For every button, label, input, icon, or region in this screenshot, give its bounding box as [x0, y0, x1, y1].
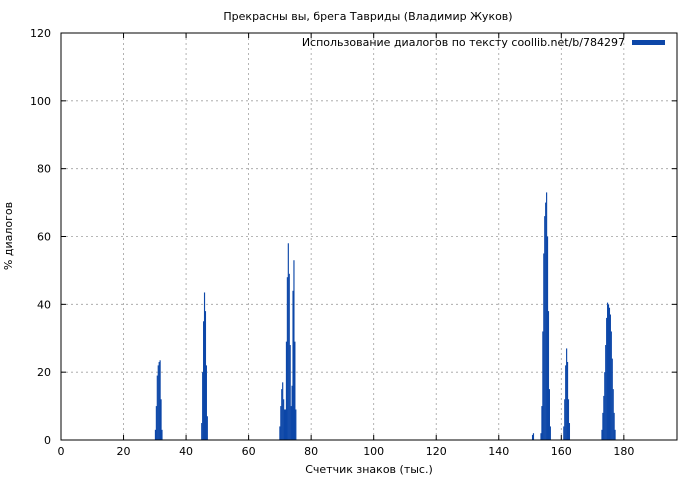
bar	[158, 361, 160, 440]
bar	[202, 372, 204, 440]
bar	[154, 429, 157, 440]
x-tick-label: 120	[426, 445, 447, 458]
x-tick-label: 20	[117, 445, 131, 458]
x-tick-label: 140	[488, 445, 509, 458]
y-tick-label: 40	[37, 298, 51, 311]
bar	[607, 302, 609, 440]
legend-swatch	[632, 40, 665, 45]
x-tick-label: 180	[613, 445, 634, 458]
bar	[284, 409, 287, 440]
bar	[282, 382, 284, 440]
y-tick-label: 100	[30, 95, 51, 108]
bar	[606, 317, 608, 440]
bar	[157, 365, 159, 440]
bar	[541, 406, 543, 440]
bar	[542, 331, 544, 440]
bar	[155, 406, 157, 440]
plot-frame	[60, 32, 678, 441]
bar	[279, 426, 281, 440]
bar	[568, 423, 571, 440]
bar	[531, 434, 534, 440]
bar	[544, 216, 546, 440]
bar	[549, 426, 551, 440]
bar	[609, 314, 611, 440]
x-tick-label: 160	[551, 445, 572, 458]
bar	[607, 304, 610, 440]
bar	[602, 412, 604, 440]
bar	[563, 426, 565, 440]
bar	[614, 429, 616, 440]
bar	[564, 399, 566, 440]
bar	[284, 409, 286, 440]
bar	[287, 243, 289, 440]
bar	[161, 429, 163, 440]
bar	[295, 409, 297, 440]
y-tick-label: 120	[30, 27, 51, 40]
bar	[543, 253, 545, 440]
bar	[203, 321, 205, 440]
x-tick-label: 0	[58, 445, 65, 458]
bar	[204, 311, 207, 440]
grid	[61, 33, 677, 440]
bars	[154, 192, 616, 441]
bar	[289, 345, 291, 440]
bar	[566, 348, 568, 440]
bar	[603, 395, 605, 440]
bar	[159, 360, 161, 440]
bar	[547, 311, 550, 440]
y-tick-label: 60	[37, 231, 51, 244]
bar	[566, 361, 569, 440]
bar	[532, 433, 535, 440]
x-tick-label: 60	[242, 445, 256, 458]
bar	[292, 290, 294, 440]
bar	[206, 416, 208, 440]
y-axis: 0 20 40 60 80 100 120	[30, 27, 677, 447]
bar	[613, 412, 615, 440]
y-tick-label: 80	[37, 163, 51, 176]
chart-title: Прекрасны вы, брега Тавриды (Владимир Жу…	[223, 10, 512, 23]
bar	[286, 277, 288, 440]
x-axis-label: Счетчик знаков (тыс.)	[305, 463, 433, 476]
x-tick-label: 100	[363, 445, 384, 458]
bar	[611, 358, 613, 440]
bar	[605, 345, 607, 440]
bar	[610, 331, 612, 440]
legend: Использование диалогов по тексту coollib…	[302, 36, 665, 49]
bar	[294, 341, 296, 440]
y-tick-label: 20	[37, 366, 51, 379]
bar	[567, 399, 570, 440]
bar	[205, 365, 207, 440]
bar	[546, 192, 548, 440]
legend-label: Использование диалогов по тексту coollib…	[302, 36, 625, 49]
bar	[283, 399, 285, 440]
bar	[546, 236, 549, 440]
bar	[604, 372, 606, 440]
x-axis: 0 20 40 60 80 100 120 140 160 180	[58, 33, 634, 458]
bar	[201, 423, 203, 440]
x-tick-label: 80	[304, 445, 318, 458]
bar	[291, 385, 293, 440]
bar	[288, 273, 290, 440]
bar	[160, 399, 162, 440]
y-tick-label: 0	[44, 434, 51, 447]
bar	[601, 429, 603, 440]
bar	[540, 433, 542, 440]
bar	[281, 389, 283, 441]
bar	[548, 389, 550, 441]
bar	[612, 389, 614, 441]
bar	[565, 365, 567, 440]
bar	[293, 260, 295, 440]
y-axis-label: % диалогов	[2, 202, 15, 270]
bar	[290, 406, 292, 440]
x-tick-label: 40	[179, 445, 193, 458]
bar	[285, 341, 288, 440]
bar	[545, 202, 547, 440]
bar	[280, 406, 282, 440]
bar	[203, 292, 206, 440]
bar	[608, 307, 611, 440]
bar	[156, 375, 158, 440]
